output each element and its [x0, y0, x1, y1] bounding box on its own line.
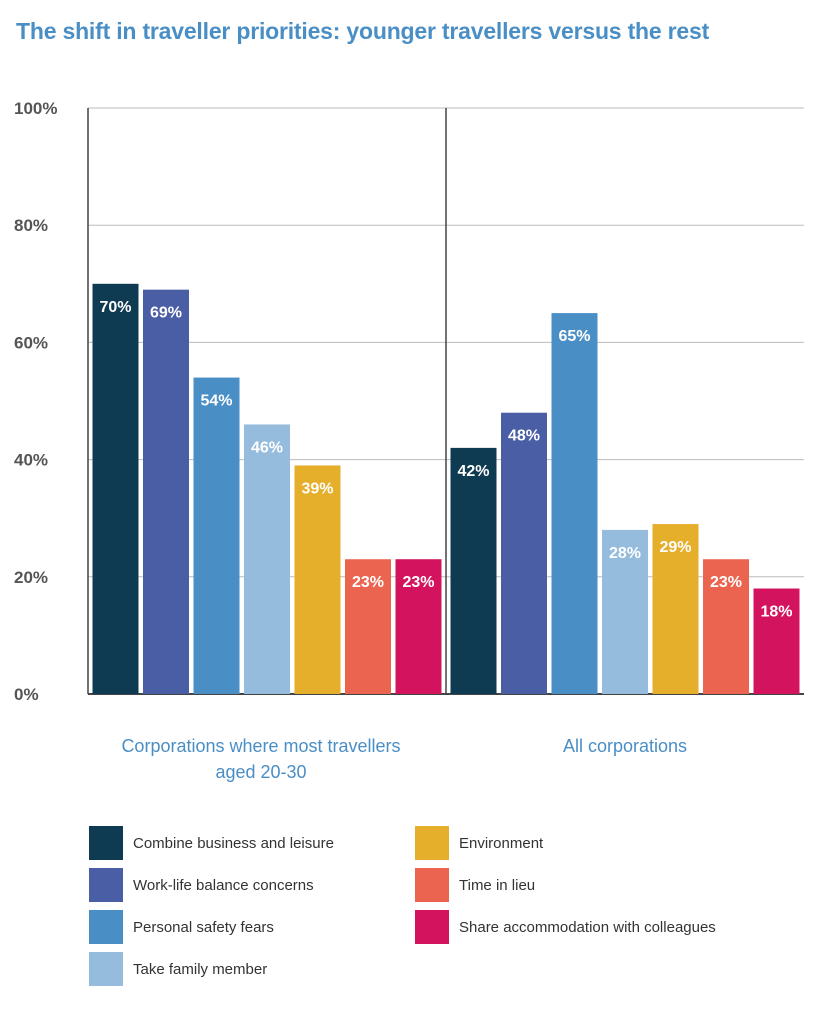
data-label: 23% — [352, 574, 384, 591]
data-label: 42% — [457, 463, 489, 480]
bar — [143, 289, 189, 694]
category-label: aged 20-30 — [215, 762, 306, 782]
legend-swatch — [415, 910, 449, 944]
legend-item: Combine business and leisure — [89, 826, 334, 860]
bar — [345, 559, 391, 694]
legend-label: Work-life balance concerns — [133, 876, 314, 894]
data-label: 29% — [659, 539, 691, 556]
bar — [703, 559, 749, 694]
legend-label: Combine business and leisure — [133, 834, 334, 852]
bar — [551, 313, 598, 694]
y-tick-label: 40% — [14, 451, 48, 470]
legend-swatch — [415, 868, 449, 902]
y-tick-label: 60% — [14, 333, 48, 352]
data-label: 70% — [99, 299, 131, 316]
data-label: 39% — [301, 480, 333, 497]
legend-item: Share accommodation with colleagues — [415, 910, 716, 944]
data-label: 28% — [609, 545, 641, 562]
data-label: 23% — [710, 574, 742, 591]
legend-item: Take family member — [89, 952, 267, 986]
legend-label: Share accommodation with colleagues — [459, 918, 716, 936]
legend-swatch — [89, 826, 123, 860]
legend-swatch — [415, 826, 449, 860]
bar — [92, 283, 139, 694]
data-label: 48% — [508, 428, 540, 445]
data-label: 23% — [402, 574, 434, 591]
bar — [652, 524, 699, 694]
data-label: 69% — [150, 305, 182, 322]
legend-label: Time in lieu — [459, 876, 536, 894]
bar — [395, 559, 442, 694]
data-label: 18% — [760, 604, 792, 621]
y-tick-label: 0% — [14, 685, 39, 704]
bar-chart: 0% 20% 40% 60% 80% 100% 70% 69% 54% 46% 39% 23% 23% C… — [14, 99, 804, 782]
bar — [602, 529, 648, 694]
y-tick-label: 100% — [14, 99, 57, 118]
bar — [501, 412, 547, 694]
legend-swatch — [89, 952, 123, 986]
data-label: 65% — [558, 328, 590, 345]
bar — [244, 424, 290, 694]
data-label: 54% — [200, 393, 232, 410]
y-tick-label: 20% — [14, 568, 48, 587]
legend-swatch — [89, 910, 123, 944]
bar — [450, 447, 497, 694]
y-tick-label: 80% — [14, 216, 48, 235]
category-label: Corporations where most travellers — [121, 736, 400, 756]
legend-label: Environment — [459, 834, 544, 852]
legend-item: Work-life balance concerns — [89, 868, 314, 902]
legend-item: Time in lieu — [415, 868, 535, 902]
bar — [294, 465, 341, 694]
legend-item: Environment — [415, 826, 543, 860]
data-label: 46% — [251, 439, 283, 456]
legend-label: Take family member — [133, 960, 268, 978]
legend-label: Personal safety fears — [133, 918, 274, 936]
category-label: All corporations — [563, 736, 687, 756]
bar — [753, 588, 800, 694]
bar — [193, 377, 240, 694]
legend-item: Personal safety fears — [89, 910, 274, 944]
legend-swatch — [89, 868, 123, 902]
chart-title: The shift in traveller priorities: young… — [16, 18, 710, 44]
